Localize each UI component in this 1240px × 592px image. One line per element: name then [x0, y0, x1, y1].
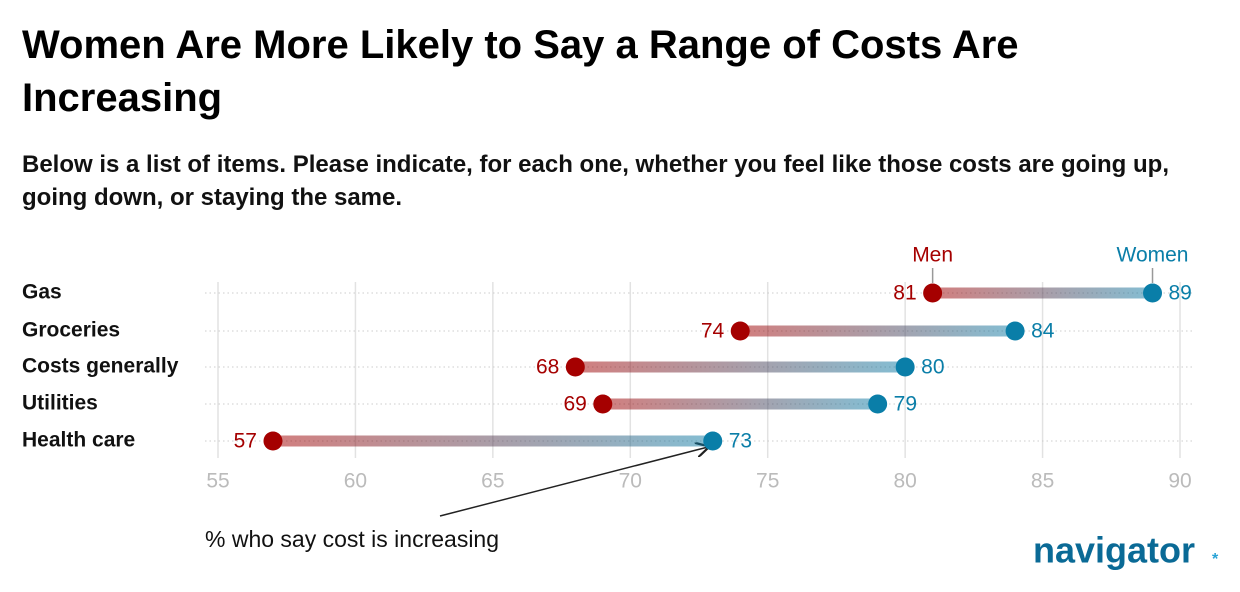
x-tick-label: 75 [756, 470, 779, 493]
logo-star: * [1212, 551, 1219, 568]
dot [730, 321, 750, 341]
value-label: 89 [1169, 282, 1192, 305]
value-label: 57 [234, 430, 257, 453]
dot [263, 431, 283, 451]
x-tick-label: 55 [206, 470, 229, 493]
dot [1143, 283, 1163, 303]
value-label: 84 [1031, 320, 1055, 343]
value-label: 81 [893, 282, 916, 305]
chart-subtitle: Below is a list of items. Please indicat… [22, 151, 1169, 211]
value-label: 79 [894, 393, 917, 416]
value-label: 69 [563, 393, 586, 416]
x-tick-label: 70 [619, 470, 642, 493]
logo: navigator [1033, 530, 1195, 571]
value-label: 80 [921, 356, 944, 379]
legend-label: Men [912, 244, 953, 267]
x-tick-label: 60 [344, 470, 367, 493]
dot [593, 394, 613, 414]
category-label: Utilities [22, 392, 98, 415]
value-label: 73 [729, 430, 752, 453]
x-tick-label: 65 [481, 470, 504, 493]
chart-title: Women Are More Likely to Say a Range of … [22, 23, 1019, 120]
value-label: 68 [536, 356, 559, 379]
category-label: Health care [22, 429, 135, 452]
x-tick-label: 90 [1168, 470, 1191, 493]
dot [565, 357, 585, 377]
annotation: % who say cost is increasing [205, 526, 499, 552]
dot [868, 394, 888, 414]
category-label: Groceries [22, 319, 120, 342]
category-label: Costs generally [22, 355, 179, 378]
x-tick-label: 85 [1031, 470, 1054, 493]
dot [895, 357, 915, 377]
legend-label: Women [1117, 244, 1189, 267]
category-label: Gas [22, 281, 62, 304]
value-label: 74 [701, 320, 725, 343]
dot [703, 431, 723, 451]
x-tick-label: 80 [893, 470, 916, 493]
annotation-arrow [439, 447, 708, 517]
dot [1005, 321, 1025, 341]
dot [923, 283, 943, 303]
